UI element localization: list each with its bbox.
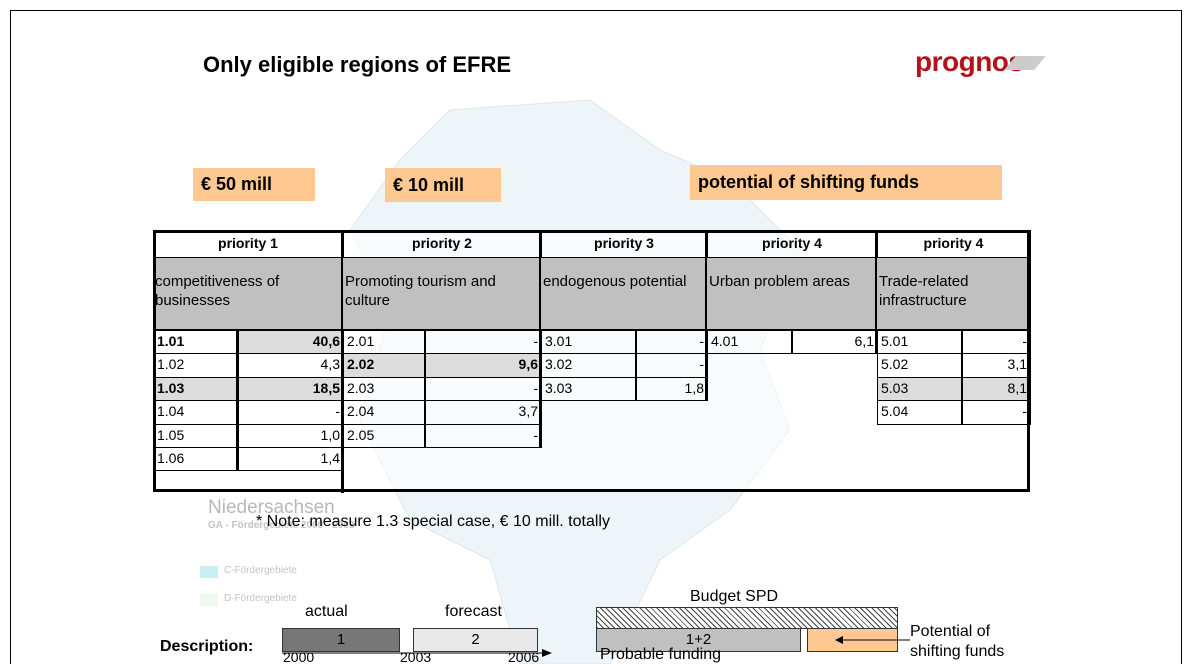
slide-title: Only eligible regions of EFRE	[203, 52, 512, 77]
legend-label: forecast	[445, 603, 502, 620]
year-label: 2003	[400, 649, 432, 664]
probable-box: 1+2	[596, 628, 801, 652]
measure-code: 1.03	[153, 376, 238, 402]
budget-bar	[596, 607, 898, 629]
map-legend-item: C-Fördergebiete	[224, 565, 297, 576]
forecast-box: 2	[413, 628, 538, 652]
split-divider	[635, 330, 637, 401]
timeline-arrow	[282, 649, 552, 657]
potential-arrow	[835, 636, 910, 644]
group-divider	[341, 230, 344, 493]
year-label: 2006	[508, 649, 540, 664]
slide-frame	[10, 10, 1182, 664]
priority-header: priority 2	[343, 230, 541, 258]
split-divider	[791, 330, 793, 354]
group-divider	[539, 230, 542, 448]
table-frame	[153, 230, 1030, 492]
priority-header: priority 4	[707, 230, 877, 258]
fund-box: € 10 mill	[385, 168, 501, 202]
priority-header: priority 3	[541, 230, 707, 258]
year-label: 2000	[283, 649, 315, 664]
logo: prognos	[915, 46, 1024, 77]
potential-label: Potential of shifting funds	[910, 623, 1005, 660]
actual-box: 1	[282, 628, 400, 652]
group-divider	[705, 230, 708, 402]
group-divider	[875, 230, 878, 355]
priority-description: competitiveness of businesses	[153, 258, 343, 330]
map-legend-swatch	[200, 594, 218, 606]
budget-label: Budget SPD	[690, 588, 779, 605]
note: * Note: measure 1.3 special case, € 10 m…	[256, 513, 610, 530]
priority-description: Promoting tourism and culture	[343, 258, 541, 330]
description-label: Description:	[160, 638, 254, 655]
measure-value: 9,6	[425, 353, 542, 378]
fund-box: potential of shifting funds	[690, 165, 1002, 200]
split-divider	[236, 330, 239, 471]
legend-label: actual	[305, 603, 348, 620]
fund-box: € 50 mill	[193, 168, 315, 201]
priority-description: Urban problem areas	[707, 258, 877, 330]
probable-label: Probable funding	[600, 646, 721, 663]
map-legend-swatch	[200, 566, 218, 578]
map-title: Niedersachsen	[208, 497, 335, 518]
map-legend-item: D-Fördergebiete	[224, 593, 297, 604]
priority-header: priority 1	[153, 230, 343, 258]
priority-description: endogenous potential	[541, 258, 707, 330]
priority-description: Trade-related infrastructure	[877, 258, 1030, 330]
measure-code: 2.02	[343, 353, 426, 378]
split-divider	[424, 330, 426, 447]
map-subtitle: GA - Fördergebiete 2000 - 2003	[208, 520, 355, 531]
priority-header: priority 4	[877, 230, 1030, 258]
split-divider	[961, 330, 963, 424]
